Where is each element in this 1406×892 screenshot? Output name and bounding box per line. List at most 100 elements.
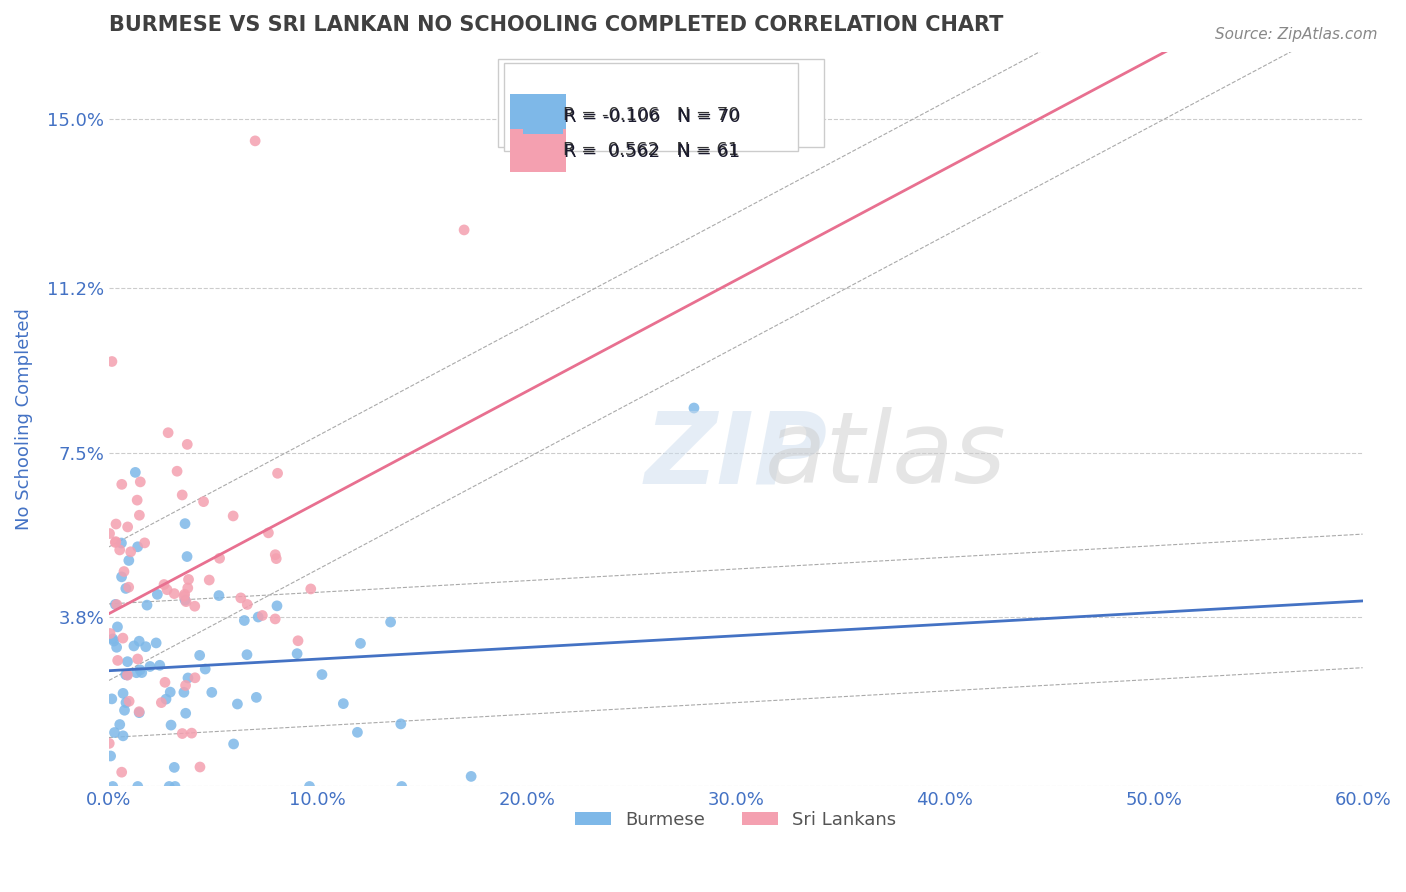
Point (128, 705, 150, 719)
Point (198, 573, 221, 587)
Point (111, 477, 134, 491)
Point (285, 647, 308, 661)
Point (184, 671, 207, 685)
Point (127, 493, 149, 508)
Point (111, 765, 134, 780)
Point (208, 551, 231, 566)
Point (233, 614, 256, 628)
Point (146, 587, 169, 601)
Point (252, 608, 274, 623)
Point (135, 640, 157, 654)
Point (163, 760, 186, 774)
Point (188, 760, 211, 774)
Point (118, 580, 141, 594)
Point (128, 706, 150, 720)
Point (105, 598, 128, 612)
Text: R =  0.562   N = 61: R = 0.562 N = 61 (562, 141, 740, 160)
Point (453, 223, 475, 237)
Point (264, 551, 287, 566)
Point (163, 586, 186, 600)
Point (460, 769, 482, 783)
Point (107, 620, 129, 634)
Point (150, 696, 173, 710)
Point (127, 652, 149, 666)
Point (299, 582, 322, 596)
Point (104, 598, 127, 612)
Point (157, 425, 180, 440)
Point (108, 543, 131, 558)
Point (136, 598, 159, 612)
Point (117, 668, 139, 682)
Point (108, 717, 131, 731)
Point (112, 686, 135, 700)
FancyBboxPatch shape (523, 136, 562, 169)
Point (236, 648, 259, 662)
Point (107, 653, 129, 667)
FancyBboxPatch shape (510, 94, 567, 136)
Point (98, 526, 121, 541)
Point (112, 565, 135, 579)
Point (389, 717, 412, 731)
Point (155, 692, 177, 706)
Point (226, 697, 249, 711)
Text: R = -0.106   N = 70: R = -0.106 N = 70 (564, 108, 741, 126)
Point (100, 749, 122, 764)
Point (156, 582, 179, 597)
Point (127, 540, 149, 554)
Point (98, 626, 121, 640)
Point (129, 663, 152, 677)
Point (222, 508, 245, 523)
Point (208, 589, 231, 603)
Legend: Burmese, Sri Lankans: Burmese, Sri Lankans (568, 804, 904, 836)
Point (134, 536, 156, 550)
Point (245, 690, 267, 705)
FancyBboxPatch shape (503, 62, 799, 151)
Point (177, 573, 200, 587)
Point (311, 667, 333, 681)
Point (176, 549, 198, 564)
Point (193, 494, 215, 508)
Point (101, 632, 124, 646)
Point (332, 697, 354, 711)
Point (174, 594, 197, 608)
Point (115, 668, 138, 682)
Point (122, 639, 145, 653)
Point (110, 536, 132, 550)
Point (346, 725, 368, 739)
Point (172, 488, 194, 502)
Point (173, 685, 195, 699)
Point (380, 615, 402, 629)
Point (174, 593, 197, 607)
Point (391, 780, 413, 794)
Point (266, 467, 288, 481)
Point (139, 659, 162, 673)
Point (266, 599, 288, 613)
Point (117, 520, 139, 534)
Point (101, 354, 124, 368)
Point (104, 535, 127, 549)
Point (129, 475, 152, 489)
Point (157, 780, 180, 794)
Point (128, 634, 150, 648)
Point (176, 437, 198, 451)
Point (153, 577, 176, 591)
Point (118, 694, 141, 708)
Point (163, 780, 186, 794)
Point (153, 675, 176, 690)
Point (264, 612, 287, 626)
Point (112, 729, 135, 743)
Point (236, 598, 259, 612)
Point (160, 718, 183, 732)
Point (101, 780, 124, 794)
Text: R =  0.562   N = 61: R = 0.562 N = 61 (564, 144, 740, 161)
Point (287, 633, 309, 648)
Text: Source: ZipAtlas.com: Source: ZipAtlas.com (1215, 27, 1378, 42)
Point (105, 516, 128, 531)
Point (177, 581, 200, 595)
Point (114, 582, 136, 596)
Point (145, 636, 167, 650)
Text: BURMESE VS SRI LANKAN NO SCHOOLING COMPLETED CORRELATION CHART: BURMESE VS SRI LANKAN NO SCHOOLING COMPL… (108, 15, 1004, 35)
Point (174, 516, 197, 531)
Y-axis label: No Schooling Completed: No Schooling Completed (15, 309, 32, 530)
Point (128, 508, 150, 523)
